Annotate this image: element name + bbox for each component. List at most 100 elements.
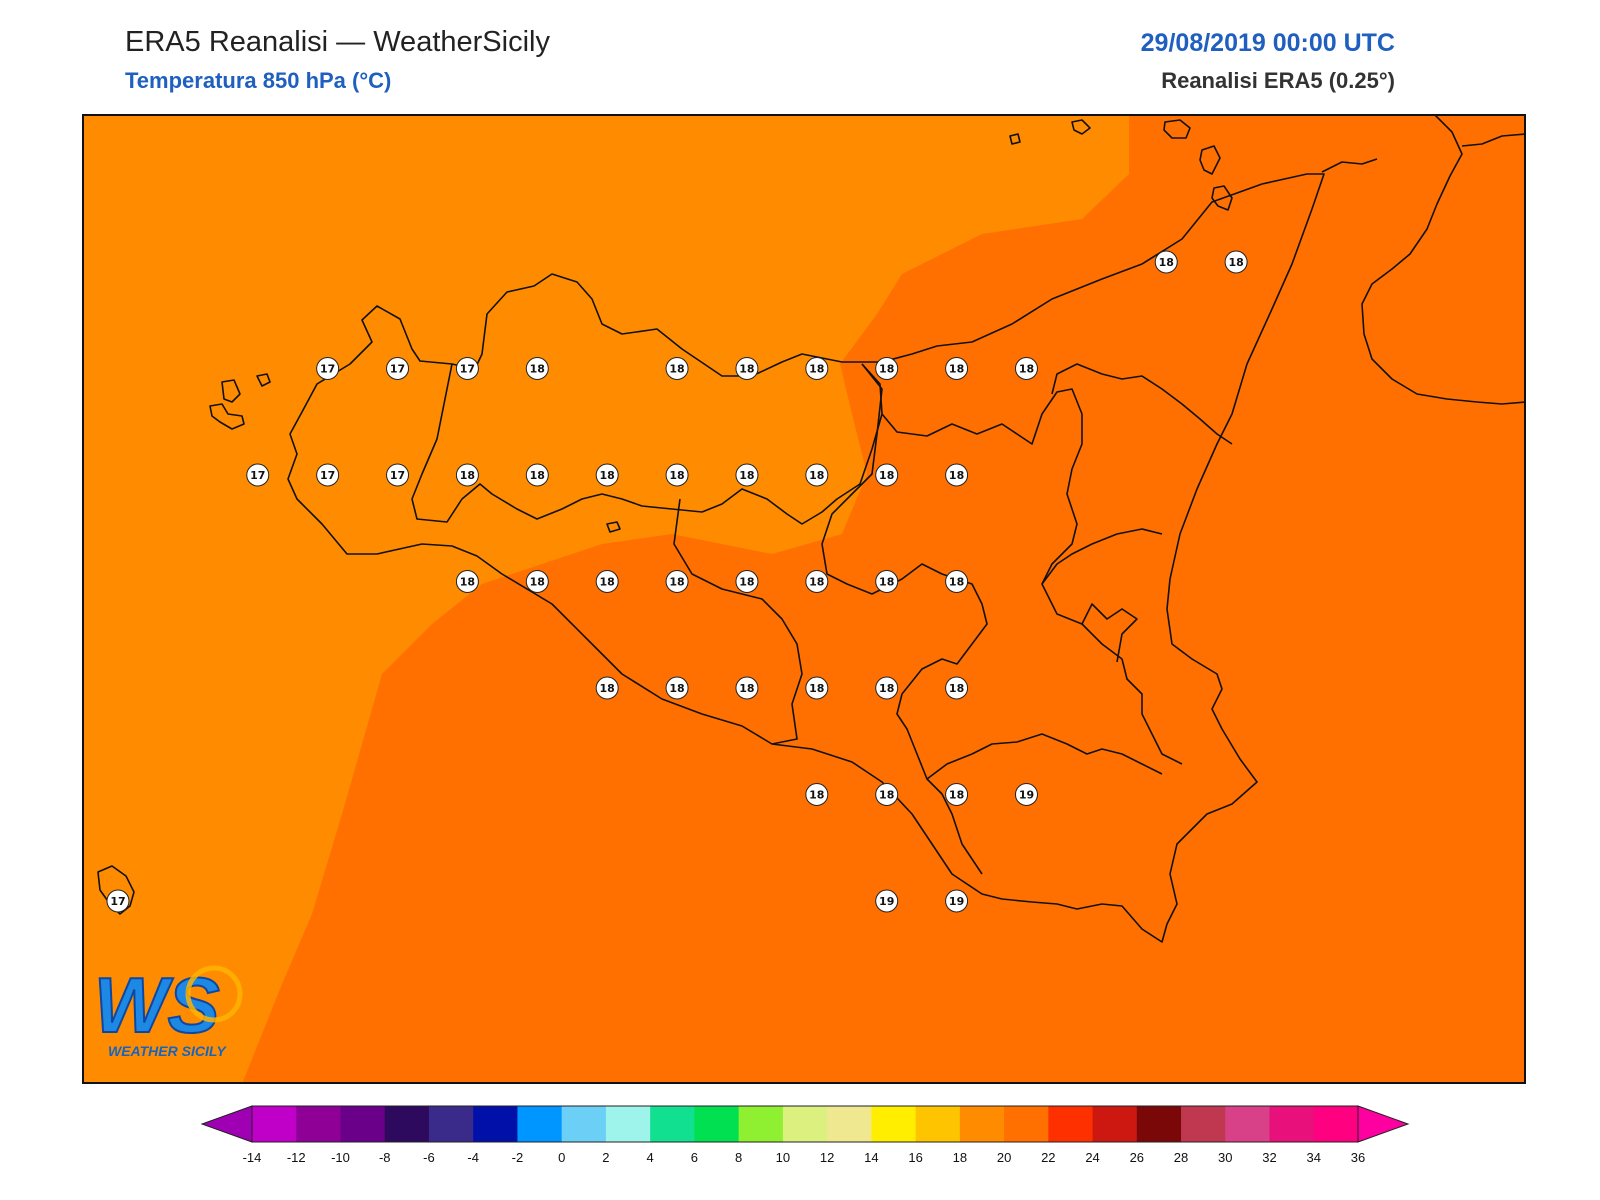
grid-point-marker [735, 357, 759, 380]
grid-point-value: 18 [809, 576, 824, 589]
colorbar-tick-label: 0 [558, 1150, 565, 1164]
logo-text: WEATHER SICILY [108, 1043, 227, 1059]
map-subtitle: Temperatura 850 hPa (°C) [125, 68, 392, 93]
grid-point-value: 18 [669, 469, 684, 482]
grid-point-value: 18 [600, 469, 615, 482]
grid-point-value: 18 [809, 363, 824, 376]
grid-point-value: 18 [1019, 363, 1034, 376]
grid-point-marker [945, 357, 969, 380]
grid-point-value: 18 [530, 363, 545, 376]
grid-point-marker [735, 570, 759, 593]
grid-point-value: 18 [600, 576, 615, 589]
band-18-20 [242, 114, 1526, 1084]
grid-point-value: 18 [879, 789, 894, 802]
colorbar-tick-label: -2 [512, 1150, 524, 1164]
colorbar-swatch [473, 1106, 518, 1142]
colorbar-swatch [650, 1106, 695, 1142]
grid-point-marker [805, 357, 829, 380]
grid-point-value: 19 [879, 895, 894, 908]
sicily-coast [287, 173, 1325, 943]
colorbar-swatch [1092, 1106, 1138, 1142]
grid-point-value: 18 [809, 682, 824, 695]
grid-point-marker [665, 676, 689, 700]
colorbar-swatch [871, 1106, 917, 1142]
colorbar-tick-label: 22 [1041, 1150, 1055, 1164]
grid-point-marker [525, 570, 549, 593]
grid-point-marker [805, 570, 829, 593]
grid-point-value: 18 [949, 576, 964, 589]
grid-point-value: 18 [809, 789, 824, 802]
colorbar-swatch [605, 1106, 651, 1142]
colorbar-swatch [694, 1106, 740, 1142]
grid-point-value: 18 [600, 682, 615, 695]
colorbar-ticks: -14 -12 -10 -8 -6 -4 -2 0 2 4 6 8 10 12 14 16 18 20 22 24 26… [243, 1150, 1366, 1164]
grid-point-marker [665, 570, 689, 593]
grid-point-value: 17 [250, 469, 265, 482]
grid-point-value: 18 [739, 682, 754, 695]
grid-point-marker [805, 463, 829, 487]
grid-point-marker [945, 676, 969, 700]
grid-point-value: 18 [669, 363, 684, 376]
grid-point-marker [386, 357, 410, 380]
grid-point-value: 18 [460, 576, 475, 589]
colorbar-tick-label: -6 [423, 1150, 435, 1164]
colorbar-frame [251, 1105, 1359, 1143]
grid-point-marker [316, 357, 340, 380]
colorbar-legend: -14 -12 -10 -8 -6 -4 -2 0 2 4 6 8 10 12 14 16 18 20 22 24 26… [200, 1105, 1410, 1164]
grid-point-value: 18 [949, 363, 964, 376]
grid-point-value: 18 [879, 469, 894, 482]
grid-point-value: 18 [1228, 256, 1243, 269]
weathersicily-logo: WS WEATHER SICILY [93, 960, 243, 1059]
map-title: ERA5 Reanalisi — WeatherSicily [125, 26, 550, 58]
grid-point-value: 17 [390, 363, 405, 376]
colorbar-swatch [561, 1106, 607, 1142]
grid-point-marker [525, 463, 549, 487]
grid-point-marker [945, 570, 969, 593]
grid-point-marker [875, 357, 899, 380]
colorbar-tick-label: -10 [331, 1150, 350, 1164]
grid-point-value: 18 [949, 682, 964, 695]
colorbar-tick-label: 8 [735, 1150, 742, 1164]
grid-point-marker [455, 357, 479, 380]
grid-point-value: 18 [669, 682, 684, 695]
grid-point-marker [316, 463, 340, 487]
colorbar-swatch [1181, 1106, 1226, 1142]
colorbar-tick-label: 14 [864, 1150, 878, 1164]
colorbar-swatch [827, 1106, 872, 1142]
grid-point-marker [875, 889, 899, 913]
grid-point-value: 18 [530, 576, 545, 589]
grid-point-value: 18 [949, 469, 964, 482]
grid-point-marker [805, 783, 829, 806]
colorbar-tick-label: 18 [953, 1150, 967, 1164]
colorbar-tick-label: -4 [467, 1150, 479, 1164]
colorbar-tick-label: 30 [1218, 1150, 1232, 1164]
map-frame [82, 114, 1526, 1084]
colorbar-tick-label: 28 [1174, 1150, 1188, 1164]
grid-point-marker [246, 463, 270, 487]
colorbar-tick-label: 2 [602, 1150, 609, 1164]
grid-point-value: 18 [530, 469, 545, 482]
logo-letters: WS [94, 961, 220, 1049]
grid-point-value: 18 [879, 576, 894, 589]
grid-point-marker [735, 676, 759, 700]
grid-point-marker [1014, 357, 1038, 380]
grid-value-markers: 18 18 17 17 17 18 18 18 18 18 18 18 17 17 17 18 18 18 18 18… [106, 250, 1248, 913]
grid-point-value: 18 [879, 682, 894, 695]
grid-point-value: 17 [320, 363, 335, 376]
colorbar-tick-label: 4 [647, 1150, 654, 1164]
grid-point-value: 18 [739, 363, 754, 376]
grid-point-marker [875, 570, 899, 593]
colorbar-tick-label: 16 [908, 1150, 922, 1164]
colorbar-tick-label: 34 [1307, 1150, 1321, 1164]
grid-point-value: 17 [460, 363, 475, 376]
grid-point-marker [1014, 783, 1038, 806]
colorbar-tick-label: 6 [691, 1150, 698, 1164]
colorbar-tick-label: 32 [1262, 1150, 1276, 1164]
temperature-map: 18 18 17 17 17 18 18 18 18 18 18 18 17 17 17 18 18 18 18 18… [82, 114, 1526, 1084]
grid-point-value: 18 [739, 576, 754, 589]
colorbar-swatch [1136, 1106, 1182, 1142]
colorbar-swatch [384, 1106, 430, 1142]
grid-point-marker [805, 676, 829, 700]
grid-point-value: 18 [460, 469, 475, 482]
grid-point-marker [1224, 250, 1248, 274]
